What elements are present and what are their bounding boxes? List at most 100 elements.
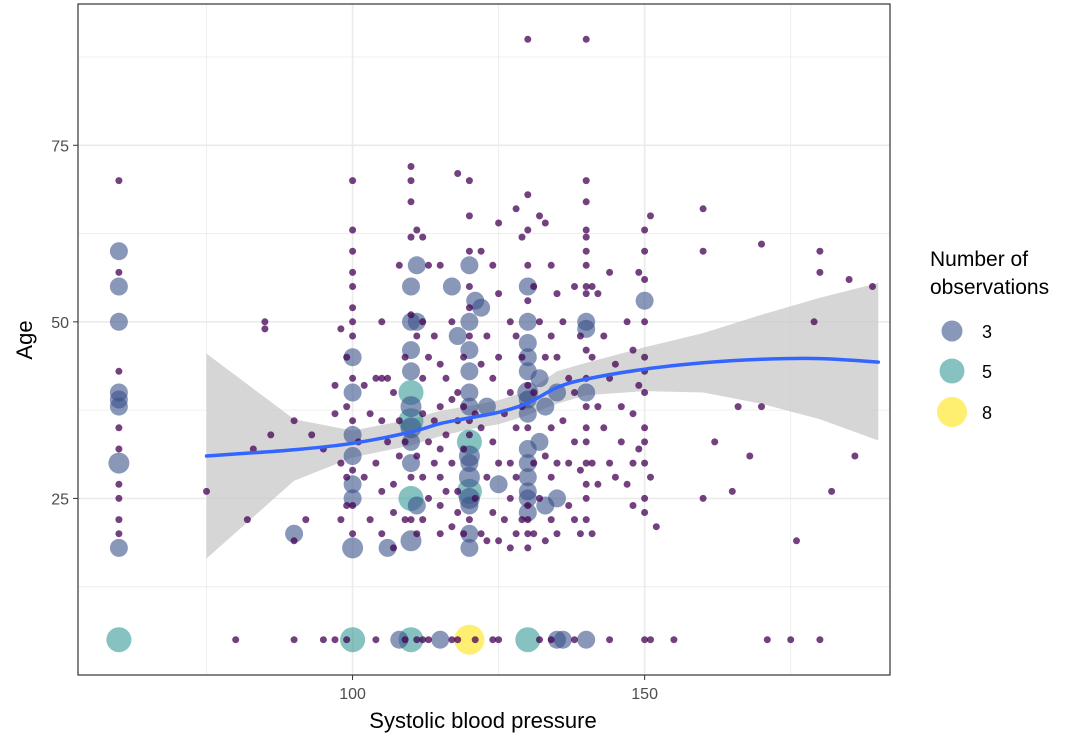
data-point <box>507 495 514 502</box>
data-point <box>460 530 467 537</box>
data-point <box>758 241 765 248</box>
data-point <box>641 460 648 467</box>
data-point <box>489 509 496 516</box>
data-point <box>448 318 455 325</box>
data-point <box>624 481 631 488</box>
legend-key-label: 5 <box>982 362 992 382</box>
data-point <box>460 256 478 274</box>
data-point <box>408 177 415 184</box>
data-point <box>443 431 450 438</box>
data-point <box>402 362 420 380</box>
data-point <box>641 389 648 396</box>
data-point <box>408 311 415 318</box>
data-point <box>425 354 432 361</box>
data-point <box>851 453 858 460</box>
data-point <box>618 403 625 410</box>
data-point <box>735 403 742 410</box>
data-point <box>408 234 415 241</box>
data-point <box>419 410 426 417</box>
data-point <box>454 636 461 643</box>
data-point <box>729 488 736 495</box>
data-point <box>489 438 496 445</box>
legend-title-line-1: Number of <box>930 248 1028 271</box>
data-point <box>495 354 502 361</box>
data-point <box>594 481 601 488</box>
data-point <box>542 453 549 460</box>
data-point <box>846 276 853 283</box>
data-point <box>519 354 526 361</box>
data-point <box>110 539 128 557</box>
data-point <box>641 248 648 255</box>
data-point <box>332 382 339 389</box>
data-point <box>641 509 648 516</box>
data-point <box>361 474 368 481</box>
data-point <box>524 297 531 304</box>
data-point <box>489 262 496 269</box>
data-point <box>641 438 648 445</box>
data-point <box>332 636 339 643</box>
data-point <box>641 276 648 283</box>
data-point <box>530 530 537 537</box>
data-point <box>589 460 596 467</box>
data-point <box>454 488 461 495</box>
data-point <box>413 227 420 234</box>
data-point <box>583 290 590 297</box>
data-point <box>483 333 490 340</box>
data-point <box>402 438 409 445</box>
data-point <box>437 403 444 410</box>
y-tick-label: 25 <box>51 491 69 508</box>
data-point <box>554 290 561 297</box>
data-point <box>583 198 590 205</box>
data-point <box>641 227 648 234</box>
data-point <box>419 516 426 523</box>
data-point <box>577 384 595 402</box>
data-point <box>349 177 356 184</box>
data-point <box>291 636 298 643</box>
data-point <box>513 205 520 212</box>
data-point <box>244 516 251 523</box>
x-tick-label: 150 <box>631 686 658 703</box>
data-point <box>431 333 438 340</box>
data-point <box>390 544 397 551</box>
data-point <box>115 530 122 537</box>
data-point <box>378 488 385 495</box>
data-point <box>372 636 379 643</box>
data-point <box>589 354 596 361</box>
data-point <box>828 488 835 495</box>
data-point <box>816 269 823 276</box>
data-point <box>536 495 543 502</box>
data-point <box>372 460 379 467</box>
data-point <box>542 220 549 227</box>
data-point <box>337 460 344 467</box>
data-point <box>793 537 800 544</box>
data-point <box>641 495 648 502</box>
data-point <box>653 523 660 530</box>
data-point <box>460 539 478 557</box>
data-point <box>108 453 129 474</box>
data-point <box>548 489 566 507</box>
data-point <box>115 424 122 431</box>
data-point <box>408 256 426 274</box>
data-point <box>513 474 520 481</box>
data-point <box>559 318 566 325</box>
data-point <box>700 495 707 502</box>
data-point <box>419 318 426 325</box>
data-point <box>337 516 344 523</box>
data-point <box>554 631 572 649</box>
data-point <box>548 636 555 643</box>
data-point <box>583 424 590 431</box>
data-point <box>115 269 122 276</box>
data-point <box>443 375 450 382</box>
data-point <box>606 460 613 467</box>
data-point <box>495 220 502 227</box>
data-point <box>454 170 461 177</box>
data-point <box>401 396 422 417</box>
data-point <box>343 636 350 643</box>
data-point <box>349 375 356 382</box>
data-point <box>466 333 473 340</box>
data-point <box>106 627 131 652</box>
data-point <box>437 502 444 509</box>
data-point <box>536 212 543 219</box>
data-point <box>641 318 648 325</box>
